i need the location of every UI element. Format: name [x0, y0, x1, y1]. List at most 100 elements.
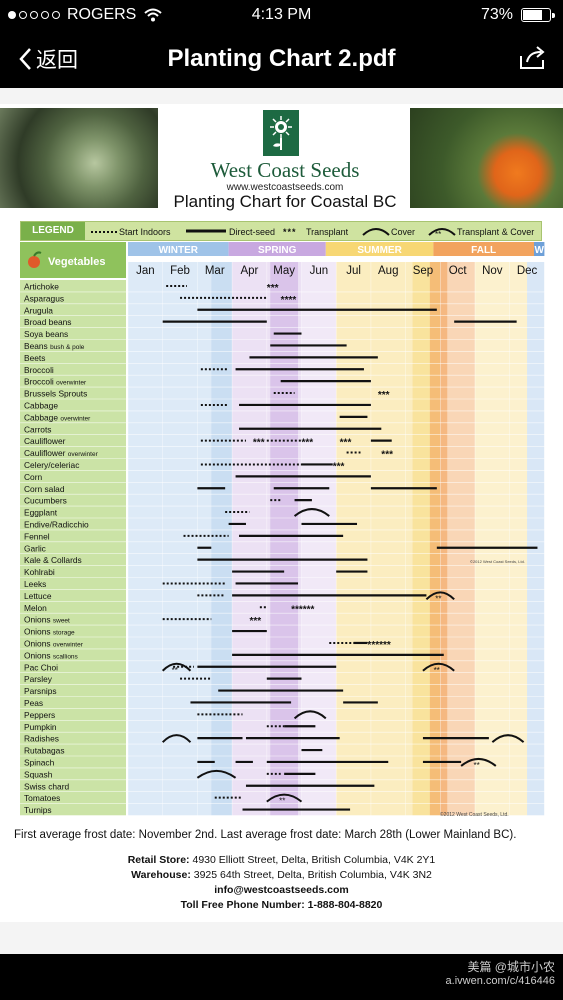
watermark-author: 美篇 @城市小农 [467, 960, 555, 974]
crop-name-main: Onions [24, 627, 53, 637]
month-label: Dec [517, 265, 538, 277]
season-band [301, 262, 337, 816]
signal-dot-icon [30, 11, 38, 19]
cover-arc [196, 769, 237, 779]
warehouse-address: Warehouse: 3925 64th Street, Delta, Brit… [0, 869, 563, 881]
battery-icon [521, 8, 555, 22]
bottom-bar [0, 954, 563, 1000]
transplant-mark: *** [253, 438, 265, 449]
wifi-icon [144, 8, 163, 22]
crop-name: Celery/celeriac [24, 460, 79, 470]
copyright-small: ©2012 West Coast Seeds, Ltd. [470, 559, 525, 564]
crop-name: Lettuce [24, 591, 52, 601]
crop-name-main: Beans [24, 341, 50, 351]
transplant-cover-arc [460, 757, 497, 767]
phone-number[interactable]: 1-888-804-8820 [307, 899, 383, 911]
transplant-mark: *** [302, 438, 314, 449]
crop-name: Beets [24, 353, 45, 363]
crop-column-bg [20, 280, 126, 816]
transplant-cover-arc [422, 662, 455, 672]
crop-name: Pumpkin [24, 722, 57, 732]
phone-label: Toll Free Phone Number: [180, 899, 305, 911]
season-label: FALL [471, 245, 496, 256]
legend-label: LEGEND [21, 222, 85, 240]
transplant-cover-symbol: ** [428, 228, 456, 237]
chevron-left-icon [19, 48, 31, 70]
crop-name: Eggplant [24, 508, 58, 518]
transplant-cover-arc [266, 793, 303, 803]
email-link[interactable]: info@westcoastseeds.com [214, 884, 349, 896]
crop-name: Fennel [24, 531, 50, 541]
crop-name: Broccoli overwinter [24, 377, 87, 387]
transplant-mark: *** [340, 438, 352, 449]
season-band [429, 262, 448, 816]
back-button[interactable]: 返回 [18, 44, 78, 74]
crop-name: Broccoli [24, 365, 54, 375]
crop-name-qualifier: overwinter [56, 380, 87, 387]
transplant-mark: ** [434, 666, 440, 675]
retail-address: 4930 Elliott Street, Delta, British Colu… [192, 854, 436, 866]
crop-name: Artichoke [24, 281, 59, 291]
warehouse-label: Warehouse: [131, 869, 191, 881]
battery-percent: 73% [480, 6, 513, 23]
crop-name: Cucumbers [24, 496, 67, 506]
status-bar: ROGERS 4:13 PM 73% [0, 0, 563, 32]
crop-name-main: Broccoli [24, 377, 56, 387]
transplant-cover-arc [161, 662, 192, 672]
battery-tip [552, 13, 555, 18]
crop-name-qualifier: scallions [53, 653, 79, 660]
transplant-mark: ** [279, 797, 285, 806]
crop-name: Brussels Sprouts [24, 389, 87, 399]
crop-name-main: Cauliflower [24, 448, 68, 458]
retail-label: Retail Store: [127, 854, 190, 866]
crop-name-qualifier: overwinter [60, 415, 91, 422]
carrier-name: ROGERS [67, 6, 137, 23]
legend-direct-seed: Direct-seed [229, 227, 276, 237]
crop-name: Leeks [24, 579, 46, 589]
season-label: SPRING [258, 245, 297, 256]
legend-transplant-cover: Transplant & Cover [457, 227, 535, 237]
season-header [433, 242, 534, 256]
transplant-symbol: *** [283, 227, 297, 237]
transplant-mark: *** [267, 283, 279, 294]
transplant-mark: ** [473, 761, 479, 770]
legend-start-indoors: Start Indoors [119, 227, 171, 237]
vegetables-header: Vegetables [48, 256, 105, 268]
share-icon[interactable] [519, 46, 547, 70]
season-header [128, 242, 229, 256]
crop-name: Kohlrabi [24, 567, 55, 577]
signal-dot-icon [41, 11, 49, 19]
copyright: ©2012 West Coast Seeds, Ltd. [440, 812, 509, 818]
month-label: Feb [170, 265, 190, 277]
month-label: Oct [449, 265, 468, 277]
crop-name-qualifier: storage [53, 630, 75, 637]
transplant-mark: *** [249, 616, 261, 627]
phone-line: Toll Free Phone Number: 1-888-804-8820 [0, 899, 563, 911]
crop-name: Beans bush & pole [24, 341, 85, 351]
transplant-mark: *** [381, 450, 393, 461]
month-label: Mar [205, 265, 225, 277]
crop-name: Cabbage [24, 400, 58, 410]
west-coast-seeds-logo [263, 110, 299, 156]
crop-name: Radishes [24, 734, 59, 744]
crop-name: Garlic [24, 543, 46, 553]
season-band [336, 262, 413, 816]
crop-name: Onions overwinter [24, 638, 84, 648]
cabbage-photo [0, 108, 158, 208]
crop-name: Peppers [24, 710, 55, 720]
transplant-mark: ****** [367, 640, 390, 651]
season-header [533, 242, 545, 256]
warehouse-address-text: 3925 64th Street, Delta, British Columbi… [193, 869, 432, 881]
crop-name: Parsnips [24, 686, 57, 696]
planting-chart: WINTER SPRING SUMMER FALL W Jan Feb Mar Apr May Ju… [20, 242, 545, 816]
pdf-viewer[interactable]: West Coast Seeds www.westcoastseeds.com … [0, 88, 563, 954]
crop-name: Onions storage [24, 627, 75, 637]
month-label: Jun [310, 265, 329, 277]
season-band [270, 262, 299, 816]
clock: 4:13 PM [251, 6, 312, 23]
season-header [228, 242, 326, 256]
crop-name-qualifier: overwinter [53, 641, 84, 648]
month-label: Jul [346, 265, 361, 277]
season-label: W [534, 245, 544, 256]
